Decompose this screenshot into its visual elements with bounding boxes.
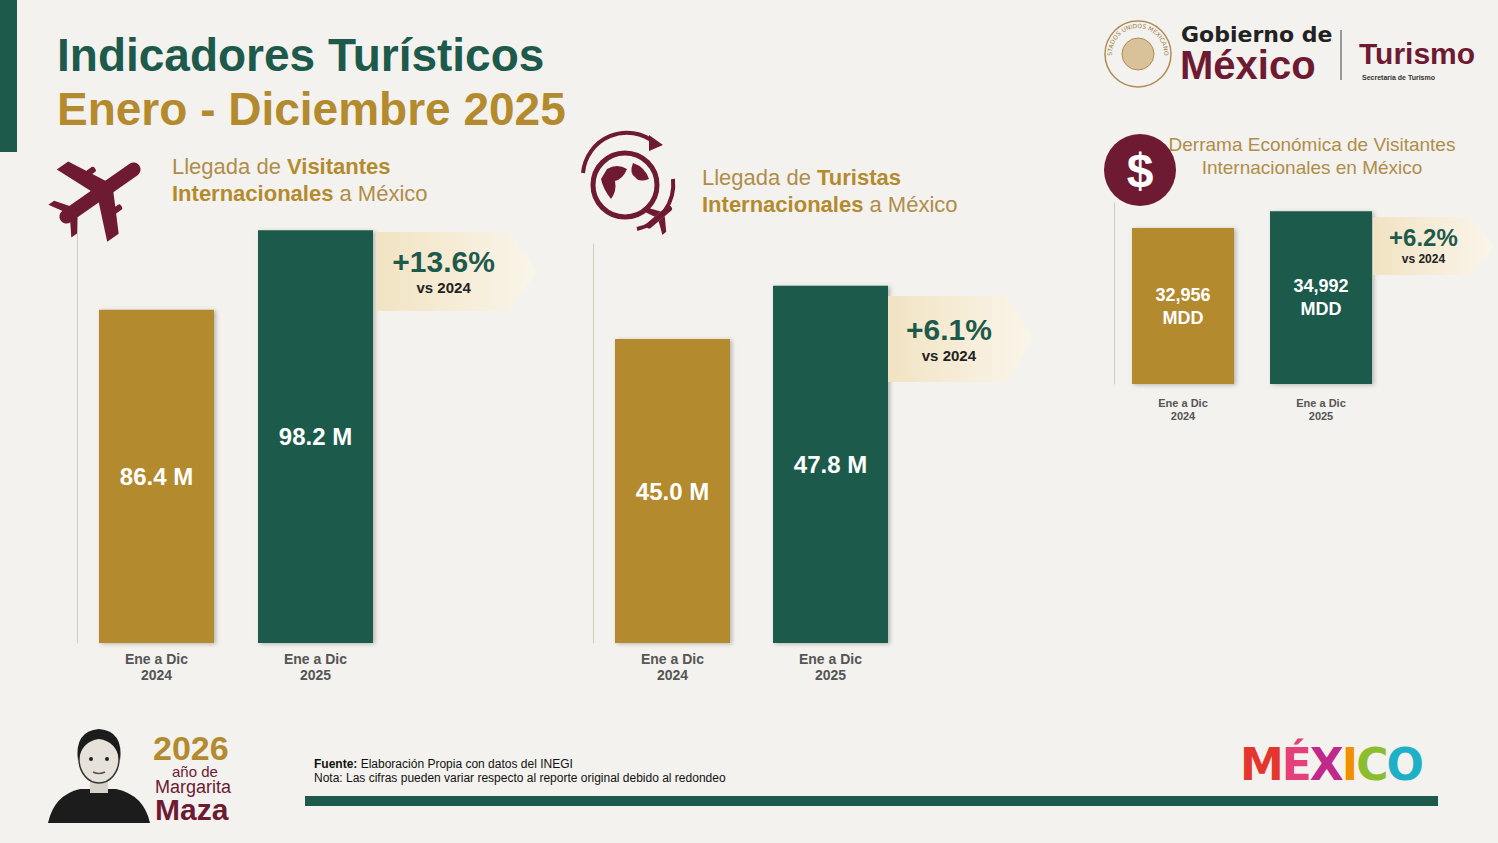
html-text:2026: 2026 bbox=[153, 729, 229, 767]
html-text:Turismo: Turismo bbox=[1359, 37, 1476, 70]
html-text:Secretaría de Turismo: Secretaría de Turismo bbox=[1362, 74, 1435, 81]
html-text:+6.1%: +6.1% bbox=[905, 312, 992, 346]
html-text:+13.6%: +13.6% bbox=[392, 245, 495, 278]
svg-text:Ene a Dic: Ene a Dic bbox=[1296, 397, 1346, 409]
svg-text:Ene a Dic: Ene a Dic bbox=[284, 651, 347, 667]
svg-text:98.2 M: 98.2 M bbox=[279, 423, 352, 450]
svg-text:MDD: MDD bbox=[1301, 299, 1342, 319]
html-text:Derrama Económica de Visitante: Derrama Económica de Visitantes Internac… bbox=[1168, 134, 1456, 178]
html-text:Fuente: Elaboración Propia con: Fuente: Elaboración Propia con datos del… bbox=[314, 757, 573, 771]
svg-text:$: $ bbox=[1127, 144, 1154, 197]
html-text:Indicadores Turísticos: Indicadores Turísticos bbox=[57, 29, 545, 81]
svg-text:2025: 2025 bbox=[1309, 410, 1333, 422]
svg-text:32,956: 32,956 bbox=[1155, 285, 1210, 305]
html-text:vs 2024: vs 2024 bbox=[1401, 252, 1446, 266]
svg-text:2024: 2024 bbox=[657, 667, 688, 683]
svg-text:2025: 2025 bbox=[815, 667, 846, 683]
svg-text:Ene a Dic: Ene a Dic bbox=[125, 651, 188, 667]
svg-text:Ene a Dic: Ene a Dic bbox=[799, 651, 862, 667]
svg-text:86.4 M: 86.4 M bbox=[120, 463, 193, 490]
svg-text:Ene a Dic: Ene a Dic bbox=[1158, 397, 1208, 409]
svg-text:2025: 2025 bbox=[300, 667, 331, 683]
html-text:Llegada de Turistas Internacio: Llegada de Turistas Internacionales a Mé… bbox=[702, 165, 958, 217]
html-text:México: México bbox=[1180, 43, 1316, 87]
svg-text:Ene a Dic: Ene a Dic bbox=[641, 651, 704, 667]
html-text:+6.2%: +6.2% bbox=[1389, 224, 1458, 251]
html-text:Gobierno de: Gobierno de bbox=[1181, 22, 1333, 47]
html-text:vs 2024: vs 2024 bbox=[416, 279, 471, 296]
svg-text:47.8 M: 47.8 M bbox=[794, 451, 867, 478]
html-text:Maza: Maza bbox=[155, 793, 229, 826]
html-text:Margarita: Margarita bbox=[155, 777, 231, 797]
svg-text:MDD: MDD bbox=[1163, 308, 1204, 328]
html-text:Enero - Diciembre 2025: Enero - Diciembre 2025 bbox=[57, 83, 566, 135]
html-text:Llegada de Visitantes Internac: Llegada de Visitantes Internacionales a … bbox=[172, 154, 428, 206]
html-text:vs 2024: vs 2024 bbox=[921, 346, 976, 364]
html-text:M É X I C O: M É X I C O bbox=[1240, 739, 1422, 790]
svg-text:45.0 M: 45.0 M bbox=[636, 478, 709, 505]
svg-text:34,992: 34,992 bbox=[1293, 276, 1348, 296]
svg-text:2024: 2024 bbox=[141, 667, 172, 683]
html-text:Nota: Las cifras pueden variar: Nota: Las cifras pueden variar respecto … bbox=[314, 771, 726, 785]
svg-text:ESTADOS UNIDOS MEXICANOS: ESTADOS UNIDOS MEXICANOS bbox=[1101, 12, 1170, 56]
html-text:año de: año de bbox=[172, 763, 218, 780]
svg-text:2024: 2024 bbox=[1171, 410, 1196, 422]
